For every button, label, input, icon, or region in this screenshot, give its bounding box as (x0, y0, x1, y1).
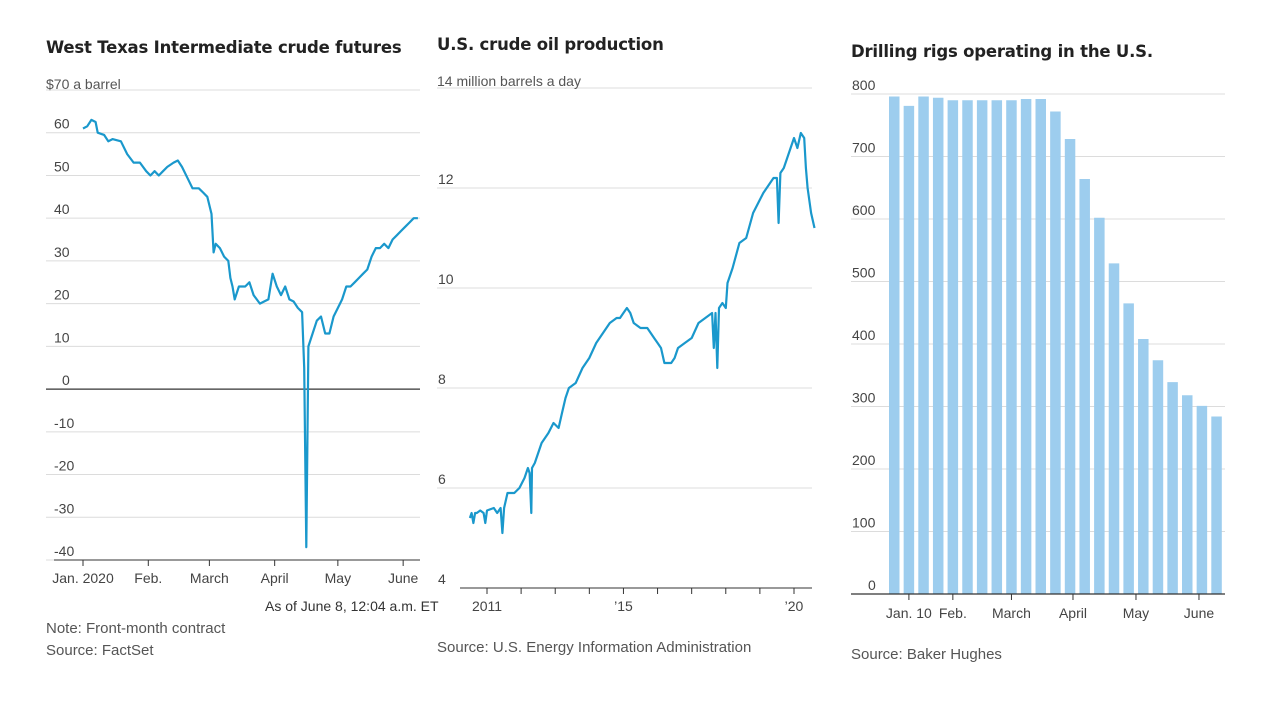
rigs-bar (947, 100, 959, 594)
wti-y-tick-label: -10 (54, 415, 74, 431)
rigs-bar (1035, 99, 1046, 594)
rigs-y-tick-label: 600 (852, 202, 876, 218)
rigs-y-tick-label: 300 (852, 390, 876, 406)
rigs-bar (1006, 100, 1017, 594)
wti-y-tick-label: -20 (54, 458, 74, 474)
wti-source-note: Source: FactSet (46, 642, 154, 659)
wti-price-line (82, 118, 418, 549)
rigs-y-tick-label: 700 (852, 140, 876, 156)
rigs-bar (1196, 405, 1208, 594)
rigs-x-tick-label: Feb. (939, 605, 967, 621)
rigs-bar (962, 100, 973, 594)
rigs-bar (932, 97, 944, 594)
rigs-bar (903, 105, 915, 594)
wti-chart-svg: $70 a barrel -40 -30 -20 -10 0 10 20 30 40 50 60 Jan… (46, 76, 420, 586)
wti-x-tick-label: June (388, 570, 419, 586)
production-chart-svg: 14 million barrels a day 4 6 8 10 12 2011 ’15 ’2… (437, 73, 816, 614)
rigs-chart-svg: 0 100 200 300 400 500 600 700 800 Jan. 10 Feb. Marc… (851, 77, 1225, 621)
rigs-bar (1182, 395, 1193, 594)
production-source-note: Source: U.S. Energy Information Administ… (437, 639, 752, 656)
rigs-source-note: Source: Baker Hughes (851, 646, 1002, 663)
production-y-tick-label: 4 (438, 571, 446, 587)
rigs-bar (1094, 217, 1105, 594)
production-x-tick-label: 2011 (472, 598, 502, 614)
rigs-y-tick-label: 400 (852, 327, 876, 343)
rigs-x-tick-label: June (1184, 605, 1215, 621)
rigs-bar (1138, 339, 1149, 594)
wti-unit-label: $70 a barrel (46, 76, 121, 92)
rigs-y-tick-label: 0 (868, 577, 876, 593)
rigs-bar (1123, 303, 1134, 594)
wti-as-of-note: As of June 8, 12:04 a.m. ET (265, 598, 439, 614)
wti-chart-title: West Texas Intermediate crude futures (46, 38, 402, 57)
rigs-bar (1211, 416, 1222, 594)
production-output-line (468, 131, 816, 535)
wti-y-tick-label: -30 (54, 500, 74, 516)
rigs-y-tick-label: 500 (852, 265, 876, 281)
rigs-bar (1079, 179, 1090, 594)
production-y-tick-label: 10 (438, 271, 454, 287)
wti-x-tick-label: April (261, 570, 289, 586)
rigs-x-tick-label: Jan. 10 (886, 605, 932, 621)
production-chart-title: U.S. crude oil production (437, 35, 664, 54)
production-y-tick-label: 12 (438, 171, 454, 187)
wti-y-tick-label: 0 (62, 372, 70, 388)
wti-x-tick-label: May (325, 570, 351, 586)
production-x-tick-label: ’15 (614, 598, 633, 614)
wti-y-tick-label: 60 (54, 116, 70, 132)
rigs-y-tick-label: 200 (852, 452, 876, 468)
rigs-bar (918, 96, 929, 594)
wti-x-tick-label: March (190, 570, 229, 586)
wti-y-tick-label: 20 (54, 287, 70, 303)
wti-x-tick-label: Jan. 2020 (52, 570, 114, 586)
rigs-bar (1108, 263, 1120, 594)
wti-y-tick-label: -40 (54, 543, 74, 559)
rigs-bar (1050, 111, 1061, 594)
rigs-bar (1167, 382, 1178, 594)
production-y-tick-label: 8 (438, 371, 446, 387)
wti-contract-note: Note: Front-month contract (46, 620, 226, 637)
production-x-tick-label: ’20 (785, 598, 804, 614)
rigs-x-tick-label: May (1123, 605, 1149, 621)
rigs-x-tick-label: March (992, 605, 1031, 621)
wti-y-tick-label: 50 (54, 158, 70, 174)
wti-y-tick-label: 40 (54, 201, 70, 217)
rigs-bar (1064, 139, 1076, 594)
rigs-x-tick-label: April (1059, 605, 1087, 621)
wti-y-tick-label: 10 (54, 329, 70, 345)
production-unit-label: 14 million barrels a day (437, 73, 581, 89)
rigs-y-tick-label: 100 (852, 515, 876, 531)
wti-x-tick-label: Feb. (134, 570, 162, 586)
rigs-bar (1020, 99, 1032, 594)
rigs-chart-title: Drilling rigs operating in the U.S. (851, 42, 1153, 61)
rigs-bar (889, 96, 900, 594)
rigs-bar (991, 100, 1003, 594)
rigs-bar (1152, 360, 1164, 594)
production-y-tick-label: 6 (438, 471, 446, 487)
rigs-bar (976, 100, 988, 594)
wti-y-tick-label: 30 (54, 244, 70, 260)
rigs-y-tick-label: 800 (852, 77, 876, 93)
